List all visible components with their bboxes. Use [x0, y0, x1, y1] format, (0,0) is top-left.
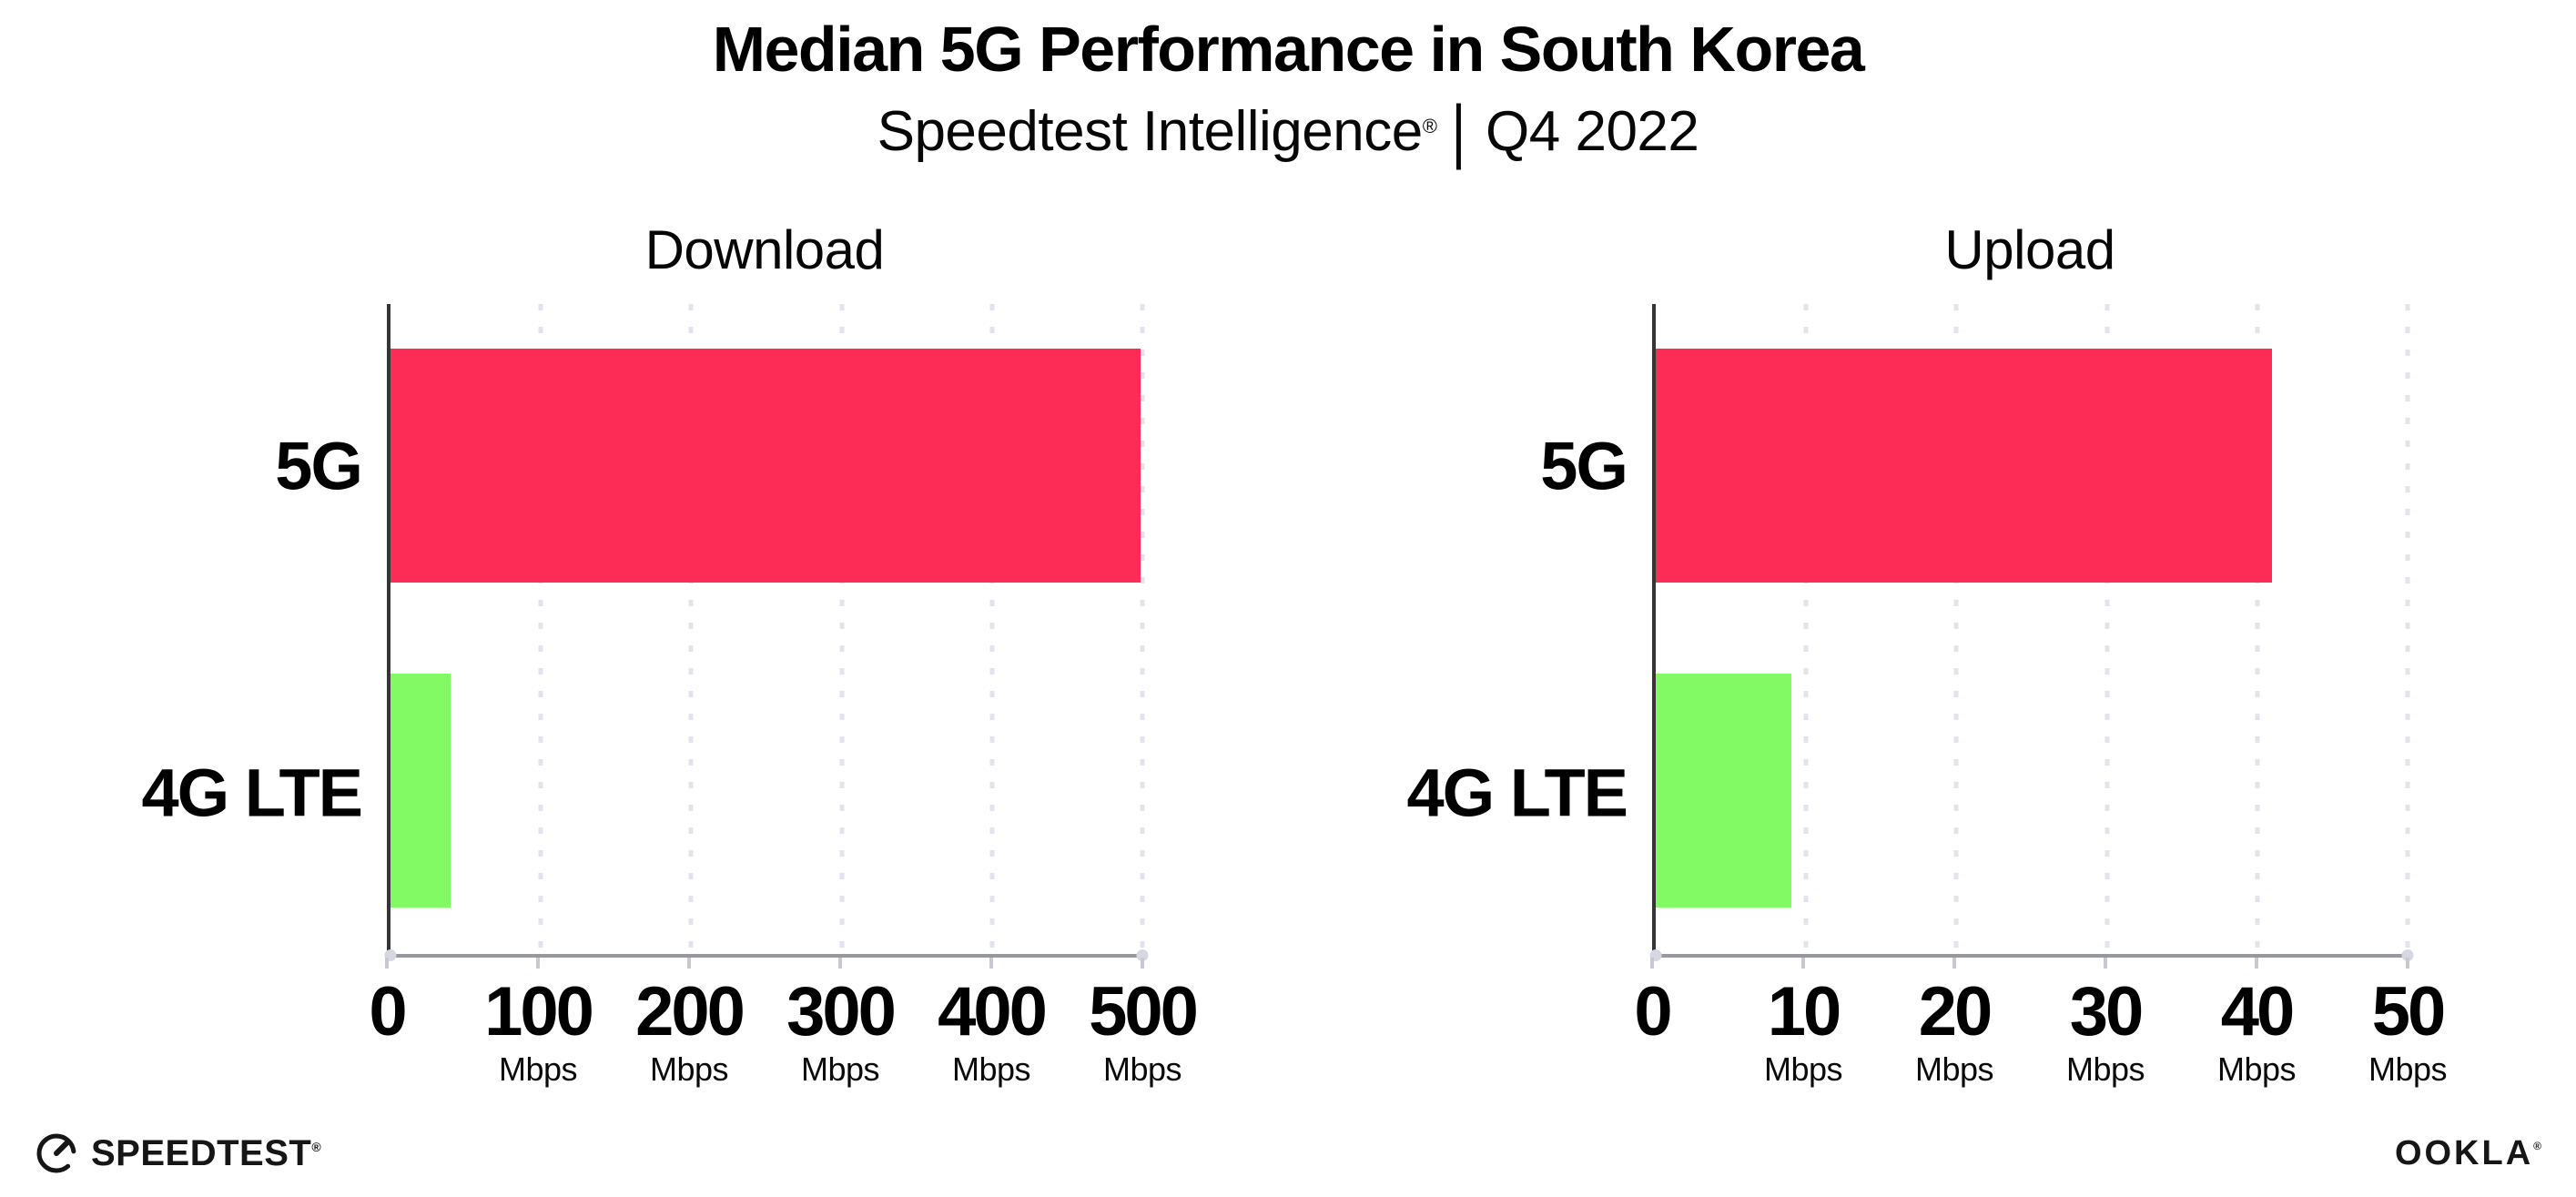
speedtest-logo: SPEEDTEST®: [35, 1131, 321, 1175]
tick-label-20: 20 Mbps: [1914, 973, 1994, 1089]
tick-label-200: 200 Mbps: [635, 973, 745, 1089]
tick-unit-label: Mbps: [951, 1050, 1031, 1088]
tick-label-100: 100 Mbps: [484, 973, 594, 1089]
tick-label-0: 0: [369, 973, 407, 1050]
chart-title-download: Download: [644, 219, 885, 280]
gridline-50: [2405, 304, 2410, 954]
tick-label-30: 30 Mbps: [2066, 978, 2145, 1089]
registered-mark: ®: [1422, 115, 1437, 137]
tick-label-50: 50 Mbps: [2368, 973, 2448, 1089]
tick-label-0: 0: [1634, 973, 1672, 1050]
speedtest-gauge-icon: [36, 1133, 76, 1173]
tick-mark-300: [838, 958, 842, 969]
gridline-100: [538, 304, 543, 954]
tick-unit-label: Mbps: [2065, 1050, 2145, 1088]
axis-end-dot: [1136, 949, 1149, 961]
gridline-400: [989, 304, 995, 954]
upload-category-labels: 5G 4G LTE: [1406, 304, 1652, 958]
tick-unit-label: Mbps: [2216, 1050, 2297, 1088]
tick-mark-0: [385, 958, 389, 969]
tick-number: 10: [1767, 973, 1842, 1050]
subtitle-period: Q4 2022: [1486, 100, 1699, 163]
tick-mark-40: [2255, 958, 2258, 969]
upload-chart: Upload 5G 4G LTE 0 10 Mbps 20 Mbps 30 Mbps 40 Mbp…: [1406, 218, 2448, 1117]
header: Median 5G Performance in South Korea Spe…: [0, 14, 2576, 171]
tick-mark-200: [687, 958, 691, 969]
tick-unit-label: Mbps: [1102, 1050, 1182, 1088]
tick-number: 500: [1089, 973, 1199, 1050]
tick-mark-400: [989, 958, 993, 969]
tick-unit-label: Mbps: [1763, 1050, 1843, 1088]
tick-number: 30: [2069, 973, 2145, 1050]
tick-number: 0: [369, 973, 407, 1050]
tick-number: 200: [635, 973, 745, 1050]
category-label-4g-lte: 4G LTE: [1406, 755, 1628, 831]
tick-mark-100: [536, 958, 540, 969]
category-label-5g: 5G: [275, 428, 363, 504]
tick-unit-label: Mbps: [800, 1050, 880, 1088]
subtitle-divider: |: [1451, 92, 1466, 171]
tick-label-10: 10 Mbps: [1763, 973, 1843, 1089]
tick-unit-label: Mbps: [2368, 1050, 2448, 1088]
gridline-30: [2104, 304, 2110, 954]
download-plot-area: [384, 304, 1149, 961]
tick-label-300: 300 Mbps: [786, 973, 897, 1089]
tick-number: 300: [786, 973, 897, 1050]
tick-number: 100: [484, 973, 594, 1050]
tick-mark-0: [1650, 958, 1654, 969]
download-x-axis-ticks: 0 100 Mbps 200 Mbps 300 Mbps 400 Mbps 500 Mbps: [369, 958, 1199, 1117]
tick-number: 50: [2371, 973, 2447, 1050]
tick-mark-30: [2104, 958, 2107, 969]
tick-number: 400: [938, 973, 1048, 1050]
bar-4g-lte-download: [390, 673, 451, 908]
tick-number: 40: [2220, 973, 2296, 1050]
upload-x-axis-ticks: 0 10 Mbps 20 Mbps 30 Mbps 40 Mbps 50 Mbps: [1634, 958, 2448, 1117]
tick-mark-50: [2406, 958, 2409, 969]
tick-label-40: 40 Mbps: [2216, 973, 2297, 1089]
category-label-5g: 5G: [1540, 428, 1628, 504]
page-subtitle: Speedtest Intelligence® | Q4 2022: [0, 92, 2576, 170]
tick-number: 20: [1918, 973, 1993, 1050]
ookla-logo: OOKLA®: [2395, 1134, 2541, 1173]
axis-end-dot: [2401, 949, 2414, 961]
chart-title-upload: Upload: [1944, 219, 2115, 280]
subtitle-brand: Speedtest Intelligence: [877, 100, 1424, 163]
gridline-20: [1953, 304, 1959, 954]
tick-number: 0: [1634, 973, 1672, 1050]
tick-mark-10: [1801, 958, 1805, 969]
bar-4g-lte-upload: [1656, 673, 1791, 908]
tick-label-500: 500 Mbps: [1089, 973, 1199, 1089]
ookla-wordmark: OOKLA: [2394, 1134, 2534, 1172]
tick-mark-20: [1952, 958, 1956, 969]
gridline-500: [1140, 304, 1145, 954]
upload-plot-area: [1649, 304, 2414, 961]
registered-mark: ®: [311, 1139, 322, 1154]
bar-5g-download: [390, 348, 1141, 583]
gridline-40: [2255, 304, 2260, 954]
gridline-10: [1803, 304, 1809, 954]
tick-unit-label: Mbps: [1914, 1050, 1994, 1088]
tick-unit-label: Mbps: [498, 1050, 578, 1088]
gridline-200: [688, 304, 694, 954]
download-chart: Download 5G 4G LTE 0 100 Mbps 200 Mbps 300 Mbps…: [141, 218, 1199, 1117]
page-title: Median 5G Performance in South Korea: [712, 14, 1865, 85]
category-label-4g-lte: 4G LTE: [141, 755, 363, 831]
tick-unit-label: Mbps: [649, 1050, 729, 1088]
download-category-labels: 5G 4G LTE: [141, 304, 387, 958]
speedtest-wordmark: SPEEDTEST®: [91, 1132, 322, 1173]
tick-mark-500: [1141, 958, 1144, 969]
registered-mark: ®: [2533, 1140, 2541, 1152]
charts-row: Download 5G 4G LTE 0 100 Mbps 200 Mbps 300 Mbps…: [0, 218, 2576, 1117]
tick-label-400: 400 Mbps: [938, 973, 1048, 1089]
gridline-300: [839, 304, 845, 954]
bar-5g-upload: [1656, 348, 2273, 583]
